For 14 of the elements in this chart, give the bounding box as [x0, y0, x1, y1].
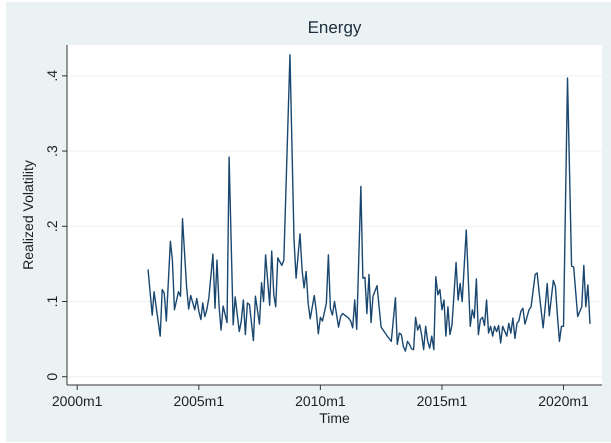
- x-tick-label: 2015m1: [416, 393, 468, 409]
- y-tick-label: .4: [44, 70, 60, 82]
- x-tick-label: 2020m1: [538, 393, 590, 409]
- y-tick-label: .2: [44, 220, 60, 232]
- x-tick-label: 2000m1: [52, 393, 103, 409]
- x-tick-label: 2005m1: [174, 393, 224, 409]
- x-tick-label: 2010m1: [295, 393, 346, 409]
- line-series: [147, 54, 591, 352]
- y-tick-label: .1: [44, 295, 60, 308]
- y-tick-label: .3: [44, 145, 60, 157]
- x-axis-title: Time: [319, 410, 350, 426]
- y-axis-title: Realized Volatility: [20, 160, 36, 270]
- y-tick-label: 0: [44, 372, 60, 381]
- chart-title: Energy: [308, 18, 362, 37]
